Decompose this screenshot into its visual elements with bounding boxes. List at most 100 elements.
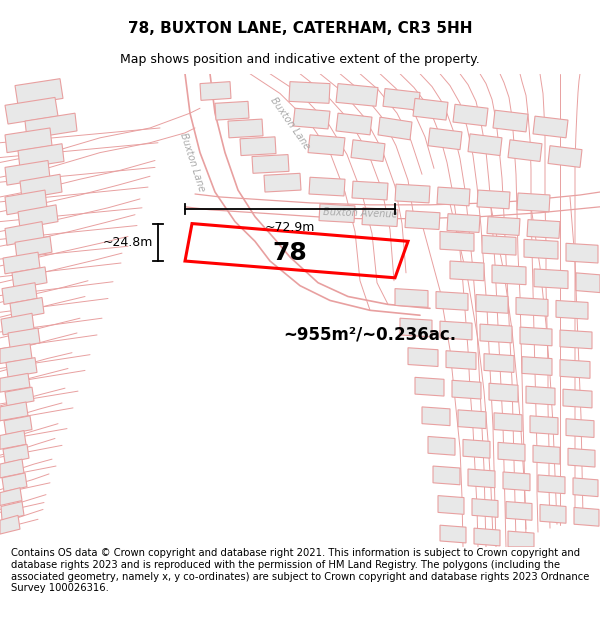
Polygon shape (5, 161, 50, 185)
Polygon shape (440, 231, 474, 251)
Text: ~72.9m: ~72.9m (265, 221, 315, 234)
Polygon shape (413, 98, 448, 120)
Polygon shape (508, 140, 542, 161)
Polygon shape (408, 348, 438, 366)
Polygon shape (447, 214, 480, 232)
Polygon shape (6, 357, 37, 377)
Polygon shape (446, 351, 476, 369)
Polygon shape (506, 501, 532, 520)
Polygon shape (556, 301, 588, 319)
Polygon shape (0, 373, 30, 392)
Polygon shape (450, 261, 484, 281)
Polygon shape (576, 273, 600, 292)
Polygon shape (395, 289, 428, 308)
Polygon shape (548, 146, 582, 168)
Polygon shape (524, 239, 558, 259)
Polygon shape (480, 324, 512, 343)
Text: 78: 78 (272, 241, 307, 265)
Text: ~955m²/~0.236ac.: ~955m²/~0.236ac. (283, 326, 457, 344)
Polygon shape (534, 269, 568, 289)
Polygon shape (498, 442, 525, 461)
Polygon shape (0, 516, 20, 534)
Polygon shape (252, 154, 289, 173)
Polygon shape (492, 265, 526, 284)
Polygon shape (474, 528, 500, 546)
Polygon shape (484, 354, 514, 372)
Polygon shape (336, 113, 372, 135)
Polygon shape (3, 444, 29, 463)
Polygon shape (1, 501, 24, 520)
Polygon shape (463, 439, 490, 458)
Polygon shape (494, 413, 522, 431)
Polygon shape (15, 79, 63, 105)
Polygon shape (0, 344, 32, 364)
Polygon shape (433, 466, 460, 485)
Polygon shape (573, 478, 598, 497)
Polygon shape (10, 298, 44, 319)
Polygon shape (383, 89, 420, 110)
Polygon shape (530, 416, 558, 434)
Polygon shape (428, 436, 455, 455)
Polygon shape (2, 473, 27, 492)
Polygon shape (436, 292, 468, 310)
Polygon shape (0, 488, 22, 506)
Polygon shape (472, 499, 498, 518)
Polygon shape (493, 110, 528, 132)
Polygon shape (5, 98, 58, 124)
Polygon shape (264, 173, 301, 192)
Polygon shape (538, 475, 565, 494)
Polygon shape (5, 222, 44, 245)
Polygon shape (15, 236, 52, 259)
Polygon shape (487, 217, 520, 236)
Polygon shape (293, 108, 330, 129)
Polygon shape (508, 531, 534, 547)
Polygon shape (422, 407, 450, 426)
Polygon shape (5, 128, 52, 152)
Polygon shape (520, 327, 552, 346)
Polygon shape (468, 469, 495, 488)
Polygon shape (319, 204, 355, 222)
Polygon shape (477, 190, 510, 209)
Polygon shape (1, 313, 34, 335)
Polygon shape (12, 267, 47, 289)
Polygon shape (566, 243, 598, 263)
Polygon shape (0, 459, 24, 478)
Polygon shape (476, 294, 508, 313)
Polygon shape (4, 416, 32, 434)
Polygon shape (489, 383, 518, 402)
Polygon shape (440, 525, 466, 543)
Polygon shape (533, 116, 568, 138)
Polygon shape (336, 84, 378, 106)
Polygon shape (5, 190, 47, 215)
Polygon shape (437, 187, 470, 206)
Polygon shape (527, 219, 560, 238)
Polygon shape (516, 298, 548, 316)
Polygon shape (3, 252, 40, 274)
Polygon shape (18, 144, 64, 168)
Polygon shape (438, 496, 464, 514)
Polygon shape (215, 101, 249, 120)
Polygon shape (560, 330, 592, 349)
Text: Buxton Avenue: Buxton Avenue (323, 208, 397, 220)
Text: Buxton Lane: Buxton Lane (268, 95, 311, 151)
Polygon shape (400, 318, 432, 337)
Polygon shape (568, 448, 595, 467)
Polygon shape (0, 431, 26, 449)
Polygon shape (351, 140, 385, 161)
Polygon shape (574, 508, 599, 526)
Polygon shape (458, 410, 486, 429)
Polygon shape (415, 378, 444, 396)
Polygon shape (517, 193, 550, 212)
Polygon shape (309, 177, 345, 196)
Text: 78, BUXTON LANE, CATERHAM, CR3 5HH: 78, BUXTON LANE, CATERHAM, CR3 5HH (128, 21, 472, 36)
Polygon shape (395, 184, 430, 203)
Polygon shape (228, 119, 263, 138)
Text: Buxton Lane: Buxton Lane (178, 132, 206, 193)
Polygon shape (25, 113, 77, 139)
Text: Contains OS data © Crown copyright and database right 2021. This information is : Contains OS data © Crown copyright and d… (11, 549, 589, 593)
Text: ~24.8m: ~24.8m (103, 236, 153, 249)
Polygon shape (362, 208, 398, 226)
Polygon shape (240, 137, 276, 156)
Polygon shape (522, 357, 552, 376)
Polygon shape (526, 386, 555, 405)
